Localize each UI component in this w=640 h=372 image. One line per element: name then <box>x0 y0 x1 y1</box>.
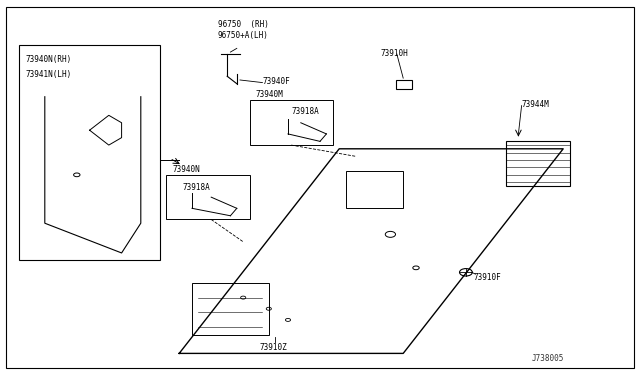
Text: 96750+A(LH): 96750+A(LH) <box>218 31 268 40</box>
Text: 73910H: 73910H <box>381 49 408 58</box>
Bar <box>250 100 333 145</box>
Text: 73918A: 73918A <box>182 183 210 192</box>
Text: 73940N: 73940N <box>173 165 200 174</box>
Text: 73910Z: 73910Z <box>259 343 287 352</box>
Bar <box>396 80 412 89</box>
Text: 73940M: 73940M <box>256 90 284 99</box>
Bar <box>19 45 160 260</box>
Text: J738005: J738005 <box>531 355 564 363</box>
Bar <box>166 175 250 219</box>
Bar <box>192 283 269 335</box>
Text: 73940F: 73940F <box>262 77 290 86</box>
Text: 73941N(LH): 73941N(LH) <box>26 70 72 79</box>
Text: 96750  (RH): 96750 (RH) <box>218 20 268 29</box>
Text: 73918A: 73918A <box>291 107 319 116</box>
Bar <box>346 171 403 208</box>
Text: 73944M: 73944M <box>522 100 549 109</box>
Bar <box>506 141 570 186</box>
Text: 73940N(RH): 73940N(RH) <box>26 55 72 64</box>
Text: 73910F: 73910F <box>474 273 501 282</box>
